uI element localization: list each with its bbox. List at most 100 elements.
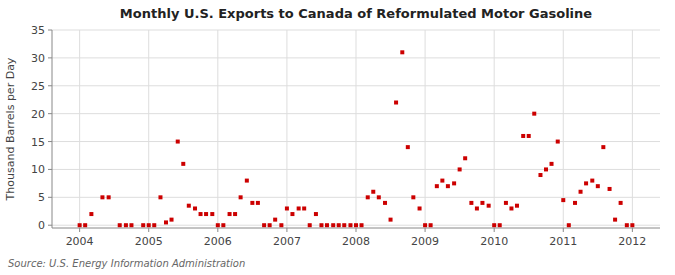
point — [601, 145, 605, 149]
chart: 0510152025303520042005200620072008200920… — [0, 0, 675, 275]
point — [216, 223, 220, 227]
x-tick-label: 2007 — [273, 235, 301, 248]
point — [487, 204, 491, 208]
point — [458, 167, 462, 171]
point — [348, 223, 352, 227]
point — [521, 134, 525, 138]
point — [285, 206, 289, 210]
x-tick-label: 2010 — [480, 235, 508, 248]
point — [210, 212, 214, 216]
point — [164, 220, 168, 224]
point — [561, 198, 565, 202]
x-tick-label: 2005 — [135, 235, 163, 248]
point — [239, 195, 243, 199]
x-tick — [632, 228, 633, 232]
point — [147, 223, 151, 227]
point — [492, 223, 496, 227]
point — [590, 179, 594, 183]
point — [452, 181, 456, 185]
y-tick-label: 15 — [31, 136, 45, 149]
x-tick-label: 2006 — [204, 235, 232, 248]
point — [619, 201, 623, 205]
x-tick — [494, 228, 495, 232]
point — [204, 212, 208, 216]
point — [331, 223, 335, 227]
point — [567, 223, 571, 227]
point — [366, 195, 370, 199]
point — [435, 184, 439, 188]
x-grid-line — [425, 30, 426, 228]
point — [181, 162, 185, 166]
y-tick — [48, 113, 52, 114]
point — [273, 218, 277, 222]
point — [193, 206, 197, 210]
point — [360, 223, 364, 227]
x-grid-line — [148, 30, 149, 228]
point — [596, 184, 600, 188]
point — [187, 204, 191, 208]
y-tick — [48, 85, 52, 86]
y-tick-label: 25 — [31, 80, 45, 93]
point — [463, 156, 467, 160]
point — [78, 223, 82, 227]
x-tick — [563, 228, 564, 232]
point — [129, 223, 133, 227]
x-tick — [217, 228, 218, 232]
point — [176, 140, 180, 144]
point — [290, 212, 294, 216]
y-tick — [48, 225, 52, 226]
point — [498, 223, 502, 227]
point — [158, 195, 162, 199]
point — [538, 173, 542, 177]
point — [406, 145, 410, 149]
y-tick — [48, 169, 52, 170]
point — [584, 181, 588, 185]
point — [469, 201, 473, 205]
point — [308, 223, 312, 227]
point — [377, 195, 381, 199]
point — [625, 223, 629, 227]
y-axis-line — [52, 30, 53, 228]
point — [342, 223, 346, 227]
y-tick — [48, 30, 52, 31]
x-grid-line — [356, 30, 357, 228]
point — [389, 218, 393, 222]
point — [262, 223, 266, 227]
x-tick-label: 2011 — [549, 235, 577, 248]
point — [141, 223, 145, 227]
point — [107, 195, 111, 199]
x-tick-label: 2012 — [618, 235, 646, 248]
points — [78, 50, 635, 227]
point — [302, 206, 306, 210]
point — [532, 112, 536, 116]
y-tick — [48, 141, 52, 142]
point — [440, 179, 444, 183]
point — [400, 50, 404, 54]
y-tick-label: 20 — [31, 108, 45, 121]
ticks: 0510152025303520042005200620072008200920… — [31, 24, 646, 248]
point — [515, 204, 519, 208]
x-grid-line — [632, 30, 633, 228]
x-tick — [148, 228, 149, 232]
point — [199, 212, 203, 216]
point — [279, 223, 283, 227]
point — [418, 206, 422, 210]
point — [579, 190, 583, 194]
point — [314, 212, 318, 216]
point — [256, 201, 260, 205]
point — [268, 223, 272, 227]
point — [394, 101, 398, 105]
point — [89, 212, 93, 216]
point — [233, 212, 237, 216]
point — [325, 223, 329, 227]
point — [550, 162, 554, 166]
point — [613, 218, 617, 222]
y-axis-label: Thousand Barrels per Day — [4, 57, 17, 201]
point — [556, 140, 560, 144]
point — [337, 223, 341, 227]
point — [509, 206, 513, 210]
point — [245, 179, 249, 183]
y-tick-label: 35 — [31, 24, 45, 37]
x-tick-label: 2009 — [411, 235, 439, 248]
x-tick — [286, 228, 287, 232]
